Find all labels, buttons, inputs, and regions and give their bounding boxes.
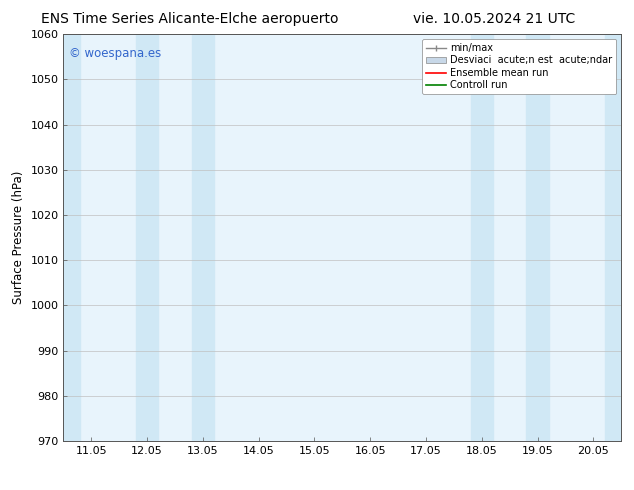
Bar: [136, 34, 158, 441]
Text: vie. 10.05.2024 21 UTC: vie. 10.05.2024 21 UTC: [413, 12, 576, 26]
Bar: [63, 34, 80, 441]
Text: © woespana.es: © woespana.es: [69, 47, 161, 59]
Bar: [470, 34, 493, 441]
Legend: min/max, Desviaci  acute;n est  acute;ndar, Ensemble mean run, Controll run: min/max, Desviaci acute;n est acute;ndar…: [422, 39, 616, 94]
Bar: [526, 34, 549, 441]
Bar: [605, 34, 621, 441]
Bar: [191, 34, 214, 441]
Text: ENS Time Series Alicante-Elche aeropuerto: ENS Time Series Alicante-Elche aeropuert…: [41, 12, 339, 26]
Y-axis label: Surface Pressure (hPa): Surface Pressure (hPa): [12, 171, 25, 304]
